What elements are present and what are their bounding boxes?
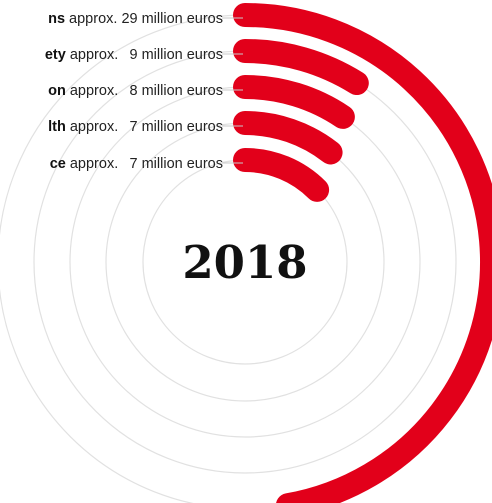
category-name: ns xyxy=(48,11,65,27)
category-label: ce approx. 7 million euros xyxy=(50,156,223,172)
data-arc xyxy=(233,75,355,129)
category-name: ety xyxy=(45,47,66,63)
value-number: 7 xyxy=(122,119,137,135)
value-number: 29 xyxy=(121,11,137,27)
data-arc xyxy=(233,148,330,202)
value-unit: million euros xyxy=(138,119,223,135)
value-unit: million euros xyxy=(138,47,223,63)
category-name: on xyxy=(48,83,66,99)
value-prefix: approx. xyxy=(66,47,122,63)
value-unit: million euros xyxy=(138,156,223,172)
category-label: on approx. 8 million euros xyxy=(48,83,223,99)
value-number: 9 xyxy=(122,47,137,63)
value-number: 7 xyxy=(122,156,137,172)
category-label: ns approx. 29 million euros xyxy=(48,11,223,27)
category-name: ce xyxy=(50,156,66,172)
value-unit: million euros xyxy=(138,83,223,99)
leader-lines xyxy=(222,17,243,164)
category-label: lth approx. 7 million euros xyxy=(48,119,223,135)
value-number: 8 xyxy=(122,83,137,99)
data-arc xyxy=(233,39,369,96)
value-prefix: approx. xyxy=(66,83,122,99)
data-arcs xyxy=(233,3,492,503)
data-arc xyxy=(233,111,343,165)
category-name: lth xyxy=(48,119,66,135)
center-year-label: 2018 xyxy=(182,236,307,289)
value-prefix: approx. xyxy=(66,119,122,135)
data-arc xyxy=(233,3,492,503)
value-prefix: approx. xyxy=(66,156,122,172)
value-unit: million euros xyxy=(138,11,223,27)
value-prefix: approx. xyxy=(65,11,121,27)
category-label: ety approx. 9 million euros xyxy=(45,47,223,63)
